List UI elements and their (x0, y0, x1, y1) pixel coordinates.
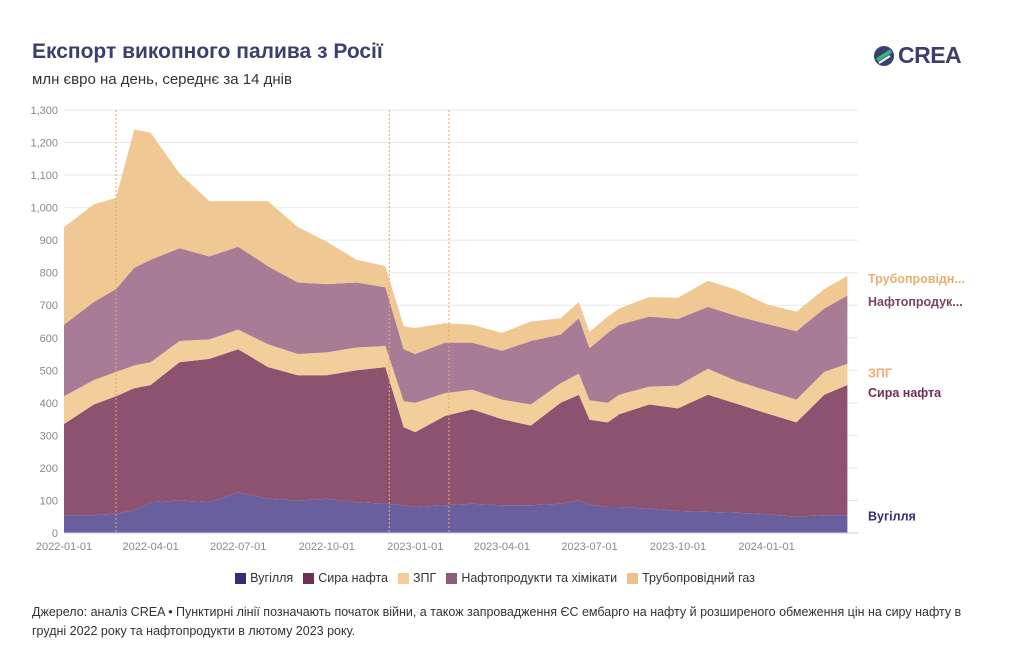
x-tick-label: 2022-10-01 (299, 541, 355, 553)
legend-swatch-lng (398, 572, 409, 584)
legend-swatch-coal (235, 572, 247, 584)
legend-item-pipeline[interactable]: Трубопровідний газ (627, 571, 755, 585)
y-tick-label: 100 (40, 495, 58, 507)
y-tick-label: 900 (40, 235, 58, 247)
x-tick-label: 2022-01-01 (36, 541, 92, 553)
y-tick-label: 0 (52, 528, 58, 540)
chart-subtitle: млн євро на день, середнє за 14 днів (32, 71, 292, 88)
y-tick-label: 400 (40, 398, 58, 410)
legend-label-coal: Вугілля (250, 571, 294, 585)
legend-swatch-pipeline (627, 572, 639, 584)
chart-title: Експорт викопного палива з Росії (32, 40, 383, 63)
x-tick-label: 2023-10-01 (650, 541, 706, 553)
y-tick-label: 500 (40, 365, 58, 377)
legend-swatch-crude (303, 572, 315, 584)
area-series-1 (64, 349, 848, 517)
y-tick-label: 800 (40, 268, 58, 280)
legend-label-products: Нафтопродукти та хімікати (461, 571, 618, 585)
series-end-label-3: Сира нафта (868, 386, 942, 400)
series-end-label-1: Нафтопродук... (868, 295, 963, 309)
legend-item-crude[interactable]: Сира нафта (303, 571, 388, 585)
x-tick-label: 2022-07-01 (210, 541, 266, 553)
x-tick-label: 2023-04-01 (474, 541, 530, 553)
x-tick-label: 2023-07-01 (561, 541, 617, 553)
legend-label-lng: ЗПГ (413, 571, 437, 585)
series-end-label-2: ЗПГ (868, 367, 892, 381)
x-tick-label: 2022-04-01 (122, 541, 178, 553)
y-tick-label: 200 (40, 463, 58, 475)
area-series-3 (64, 246, 848, 405)
y-tick-label: 600 (40, 333, 58, 345)
crea-logo-icon (874, 45, 894, 66)
y-tick-label: 1,200 (30, 138, 58, 150)
x-tick-label: 2023-01-01 (387, 541, 443, 553)
chart-legend: Вугілля Сира нафта ЗПГ Нафтопродукти та … (0, 571, 990, 585)
legend-swatch-products (446, 572, 458, 584)
legend-item-lng[interactable]: ЗПГ (398, 571, 436, 585)
x-tick-label: 2024-01-01 (738, 541, 794, 553)
y-tick-label: 1,300 (30, 105, 58, 117)
y-tick-label: 1,100 (30, 170, 58, 182)
legend-item-coal[interactable]: Вугілля (235, 571, 293, 585)
area-series-4 (64, 129, 848, 354)
source-note: Джерело: аналіз CREA • Пунктирні лінії п… (32, 605, 962, 638)
crea-logo: CREA (873, 42, 962, 69)
y-tick-label: 700 (40, 300, 58, 312)
legend-label-crude: Сира нафта (318, 571, 388, 585)
y-tick-label: 1,000 (30, 203, 58, 215)
series-end-label-0: Трубопровідн... (868, 272, 965, 286)
legend-item-products[interactable]: Нафтопродукти та хімікати (446, 571, 617, 585)
y-tick-label: 300 (40, 430, 58, 442)
series-end-label-4: Вугілля (868, 510, 916, 524)
area-series-0 (64, 492, 848, 533)
crea-logo-text: CREA (898, 42, 962, 68)
area-series-2 (64, 329, 848, 433)
legend-label-pipeline: Трубопровідний газ (642, 571, 755, 585)
